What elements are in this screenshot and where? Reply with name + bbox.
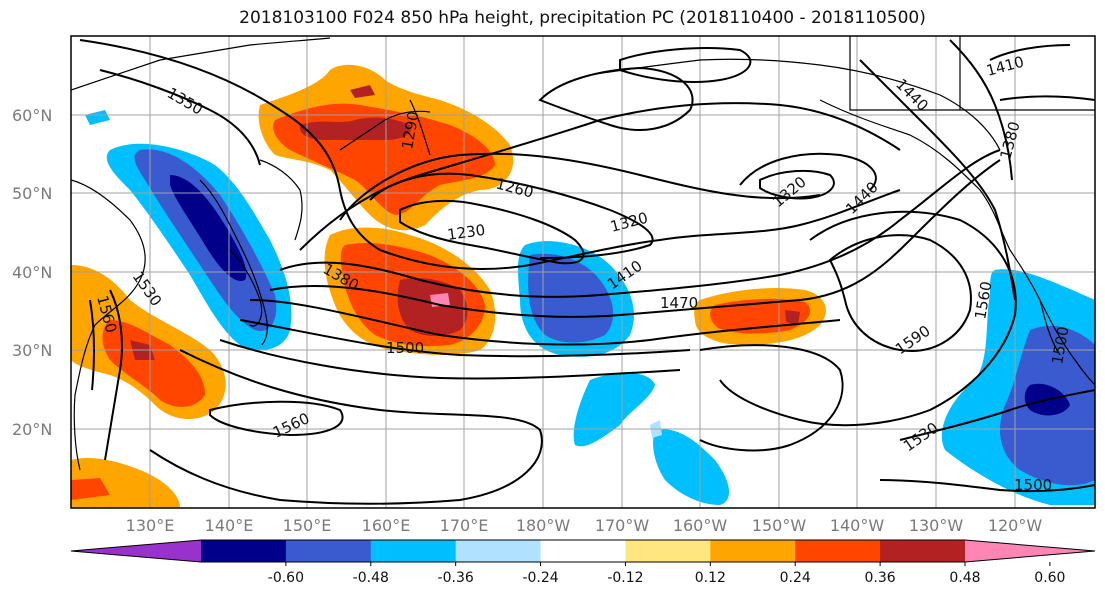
contour-label: 1380 (996, 119, 1023, 161)
longitude-label: 170°W (595, 516, 650, 535)
longitude-label: 160°W (673, 516, 728, 535)
contour-label: 1560 (270, 409, 312, 441)
latitude-labels: 60°N 50°N 40°N 30°N 20°N (12, 106, 52, 439)
colorbar-tick-label: 0.12 (695, 570, 726, 586)
longitude-label: 120°W (988, 516, 1043, 535)
latitude-label: 20°N (12, 420, 52, 439)
colorbar-segment (370, 540, 457, 562)
longitude-label: 140°E (205, 516, 254, 535)
longitude-labels: 130°E 140°E 150°E 160°E 170°E 180°W 170°… (126, 516, 1043, 535)
contour-label: 1230 (446, 221, 486, 244)
longitude-label: 140°W (830, 516, 885, 535)
contour-label: 1260 (494, 174, 536, 201)
colorbar-tick-label: -0.48 (353, 570, 389, 586)
colorbar-tick-label: -0.12 (607, 570, 643, 586)
colorbar-outline (70, 539, 1096, 563)
positive-anomaly-east (694, 288, 826, 345)
longitude-label: 180°W (516, 516, 571, 535)
contour-label: 1320 (769, 173, 810, 211)
colorbar-segment (625, 540, 711, 562)
contour-label: 1530 (900, 419, 942, 456)
colorbar-segment (285, 540, 372, 562)
colorbar-tick-label: 0.48 (949, 570, 980, 586)
colorbar-segment (455, 540, 542, 562)
longitude-label: 130°E (126, 516, 175, 535)
contour-label: 1410 (984, 53, 1026, 80)
colorbar-tick-label: -0.60 (268, 570, 304, 586)
longitude-label: 150°W (752, 516, 807, 535)
negative-anomaly-japan-sea (85, 110, 292, 350)
colorbar-extend-max (965, 540, 1095, 562)
colorbar-tick-label: 0.24 (780, 570, 811, 586)
contour-label: 1500 (386, 339, 424, 357)
colorbar-segment (201, 540, 287, 562)
longitude-label: 130°W (909, 516, 964, 535)
plot-frame (70, 35, 1096, 509)
colorbar-segment (710, 540, 796, 562)
map-title: 2018103100 F024 850 hPa height, precipit… (239, 8, 926, 28)
height-contours (79, 39, 1095, 505)
contour-label: 1440 (892, 75, 932, 115)
longitude-label: 160°E (362, 516, 411, 535)
colorbar-tick-label: 0.60 (1034, 570, 1065, 586)
colorbar-tick-label: -0.24 (522, 570, 558, 586)
positive-anomaly-west (71, 265, 226, 508)
colorbar-tick-label: -0.36 (438, 570, 474, 586)
colorbar: -0.60 -0.48 -0.36 -0.24 -0.12 0.12 0.24 0.36 0.4… (70, 539, 1096, 586)
coastlines (71, 36, 1095, 471)
colorbar-tick-label: 0.36 (865, 570, 896, 586)
longitude-label: 150°E (283, 516, 332, 535)
longitude-label: 170°E (440, 516, 489, 535)
contour-label: 1350 (164, 84, 206, 119)
contour-label: 1590 (892, 322, 934, 359)
colorbar-segment (540, 540, 626, 562)
colorbar-extend-min (71, 540, 201, 562)
latitude-label: 50°N (12, 184, 52, 203)
latitude-label: 60°N (12, 106, 52, 125)
contour-label: 1500 (1014, 476, 1052, 494)
colorbar-segment (795, 540, 881, 562)
contour-label: 1470 (660, 294, 698, 312)
colorbar-segment (880, 540, 966, 562)
latitude-label: 40°N (12, 263, 52, 282)
latitude-label: 30°N (12, 341, 52, 360)
precipitation-shading (71, 64, 1095, 508)
negative-anomaly-east (941, 269, 1095, 505)
